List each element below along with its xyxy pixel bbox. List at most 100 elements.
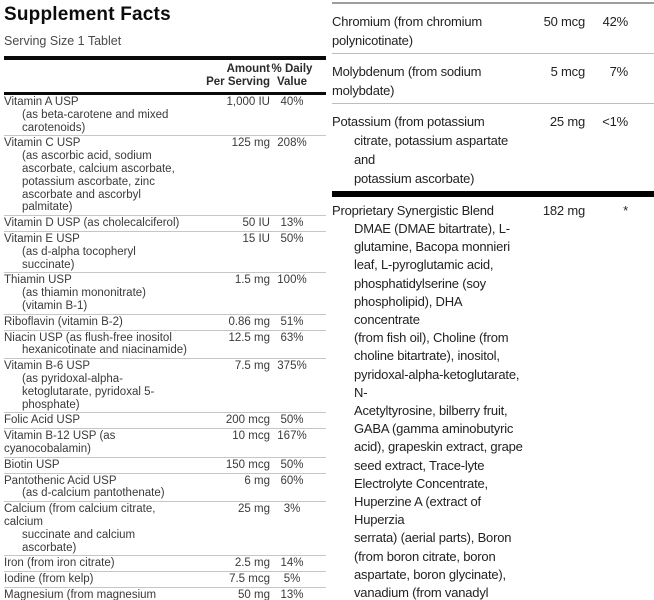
- amount-cell: 182 mg: [542, 203, 585, 218]
- column-header-daily-value: % Daily Value: [271, 63, 313, 88]
- nutrient-name-line: phospholipid), DHA concentrate: [354, 293, 462, 328]
- right-column-top-rule: [332, 2, 654, 4]
- nutrient-name-line: (as ascorbic acid, sodium: [22, 150, 152, 163]
- nutrient-name-line: vanadium (from vanadyl sulfate): [354, 585, 489, 600]
- nutrient-name-line: leaf, L-pyroglutamic acid,: [354, 257, 494, 273]
- amount-cell: 12.5 mg: [228, 331, 270, 344]
- amount-cell: 50 mg: [238, 588, 270, 600]
- nutrient-row: Molybdenum (from sodium molybdate) 5 mcg 7%: [332, 54, 654, 104]
- nutrient-name-line: (as d-calcium pantothenate): [22, 487, 165, 500]
- nutrient-name-line: ascorbate): [22, 541, 77, 554]
- nutrient-table-right: Chromium (from chromium polynicotinate) 50…: [332, 4, 654, 191]
- amount-cell: 1.5 mg: [234, 274, 270, 287]
- nutrient-name-line: choline bitartrate), inositol,: [354, 348, 500, 364]
- nutrient-name-line: calcium: [4, 515, 43, 528]
- nutrient-name-cell: Folic Acid USP: [4, 414, 200, 427]
- nutrient-name-line: Calcium (from calcium citrate,: [4, 503, 156, 516]
- amount-cell: 7.5 mcg: [229, 573, 270, 586]
- nutrient-name-line: potassium ascorbate, zinc: [22, 175, 155, 188]
- daily-value-cell: 5%: [283, 573, 301, 586]
- nutrient-name-line: Vitamin B-12 USP (as: [4, 430, 116, 443]
- nutrient-row: Calcium (from calcium citrate, calcium suc…: [4, 502, 326, 557]
- nutrient-name-line: Vitamin B-6 USP: [4, 360, 91, 373]
- nutrient-name-line: (vitamin B-1): [22, 299, 88, 312]
- amount-cell: 25 mg: [238, 503, 270, 516]
- nutrient-name-cell: Niacin USP (as flush-free inositol hexani…: [4, 332, 200, 358]
- nutrient-row: Magnesium (from magnesium 50 mg 13%: [4, 588, 326, 600]
- nutrient-name-line: (from boron citrate, boron: [354, 548, 496, 564]
- nutrient-row: Iodine (from kelp) 7.5 mcg 5%: [4, 572, 326, 588]
- nutrient-row: Iron (from iron citrate) 2.5 mg 14%: [4, 556, 326, 573]
- nutrient-name-line: (from fish oil), Choline (from: [354, 330, 509, 346]
- nutrient-name-cell: Pantothenic Acid USP (as d-calcium pantot…: [4, 475, 200, 501]
- daily-value-cell: 13%: [280, 588, 304, 600]
- right-panel: Chromium (from chromium polynicotinate) 50…: [332, 0, 654, 600]
- nutrient-name-cell: Vitamin D USP (as cholecalciferol): [4, 217, 200, 230]
- blend-top-bar: [332, 191, 654, 197]
- daily-value-cell: 50%: [280, 232, 304, 245]
- serving-size: Serving Size 1 Tablet: [4, 34, 122, 48]
- nutrient-name-line: acid), grapeskin extract, grape: [354, 439, 523, 455]
- nutrient-row: Pantothenic Acid USP (as d-calcium pantot…: [4, 474, 326, 503]
- daily-value-cell: <1%: [602, 114, 628, 129]
- nutrient-name-line: Vitamin C USP: [4, 137, 81, 150]
- nutrient-name-line: Vitamin E USP: [4, 232, 80, 245]
- left-panel: Supplement Facts Serving Size 1 Tablet A…: [0, 0, 326, 600]
- nutrient-name-cell: Potassium (from potassium citrate, potass…: [332, 112, 525, 188]
- nutrient-name-cell: Magnesium (from magnesium: [4, 589, 200, 600]
- nutrient-row: Niacin USP (as flush-free inositol hexani…: [4, 331, 326, 360]
- amount-cell: 5 mcg: [550, 64, 586, 79]
- amount-cell: 1,000 IU: [226, 96, 270, 108]
- nutrient-name-line: Magnesium (from magnesium: [4, 588, 157, 600]
- amount-cell: 7.5 mg: [234, 360, 270, 373]
- daily-value-cell: 208%: [277, 137, 307, 150]
- nutrient-name-line: succinate): [22, 258, 75, 271]
- table-header-row: Amount Per Serving % Daily Value: [4, 60, 326, 92]
- nutrient-row: Vitamin D USP (as cholecalciferol) 50 IU 1…: [4, 216, 326, 232]
- nutrient-name-line: Vitamin D USP (as cholecalciferol): [4, 217, 180, 230]
- nutrient-name-line: pyridoxal-alpha-ketoglutarate, N-: [354, 366, 520, 400]
- daily-value-cell: 50%: [280, 414, 304, 427]
- nutrient-name-cell: Vitamin B-6 USP (as pyridoxal-alpha-ketog…: [4, 360, 200, 411]
- nutrient-name-line: (as beta-carotene and mixed: [22, 108, 169, 121]
- amount-cell: 2.5 mg: [234, 557, 270, 570]
- nutrient-name-cell: Biotin USP: [4, 459, 200, 472]
- nutrient-name-line: Huperzine A (extract of Huperzia: [354, 494, 481, 528]
- amount-cell: 200 mcg: [225, 414, 270, 427]
- amount-cell: 125 mg: [231, 137, 270, 150]
- nutrient-name-line: Chromium (from chromium: [332, 14, 482, 29]
- nutrient-name-line: Folic Acid USP: [4, 414, 81, 427]
- nutrient-row: Thiamin USP (as thiamin mononitrate) (vita…: [4, 273, 326, 315]
- nutrient-name-line: Electrolyte Concentrate,: [354, 475, 488, 491]
- page-title: Supplement Facts: [4, 4, 171, 25]
- daily-value-cell: 51%: [280, 315, 304, 328]
- nutrient-name-line: phosphate): [22, 398, 80, 411]
- nutrient-row: Biotin USP 150 mcg 50%: [4, 458, 326, 474]
- amount-cell: 25 mg: [549, 114, 585, 129]
- nutrient-name-cell: Vitamin C USP (as ascorbic acid, sodium as…: [4, 137, 200, 214]
- amount-cell: 0.86 mg: [228, 315, 270, 328]
- nutrient-row: Vitamin A USP (as beta-carotene and mixed…: [4, 95, 326, 137]
- nutrient-name-line: cyanocobalamin): [4, 442, 91, 455]
- nutrient-name-line: GABA (gamma aminobutyric: [354, 421, 514, 437]
- header-top-bar: [4, 56, 326, 60]
- nutrient-name-line: Riboflavin (vitamin B-2): [4, 315, 123, 328]
- daily-value-cell: 7%: [609, 64, 629, 79]
- nutrient-name-line: (as pyridoxal-alpha-: [22, 372, 123, 385]
- nutrient-name-line: hexanicotinate and niacinamide): [22, 344, 187, 357]
- nutrient-name-line: carotenoids): [22, 121, 86, 134]
- nutrient-name-line: Iron (from iron citrate): [4, 557, 115, 570]
- nutrient-name-line: DMAE (DMAE bitartrate), L-: [354, 221, 510, 236]
- nutrient-name-line: aspartate, boron glycinate),: [354, 566, 506, 582]
- nutrient-name-line: Molybdenum (from sodium: [332, 64, 482, 79]
- nutrient-name-line: Proprietary Synergistic Blend: [332, 203, 494, 218]
- nutrient-name-line: molybdate): [332, 83, 395, 98]
- nutrient-name-cell: Molybdenum (from sodium molybdate): [332, 62, 525, 100]
- daily-value-cell: 63%: [280, 331, 304, 344]
- header-bottom-bar: [4, 92, 326, 95]
- nutrient-name-line: succinate and calcium: [22, 528, 136, 541]
- nutrient-name-cell: Vitamin E USP (as d-alpha tocopheryl succi…: [4, 233, 200, 271]
- nutrient-name-line: polynicotinate): [332, 33, 413, 48]
- daily-value-cell: 14%: [280, 557, 304, 570]
- nutrient-name-line: Biotin USP: [4, 458, 60, 471]
